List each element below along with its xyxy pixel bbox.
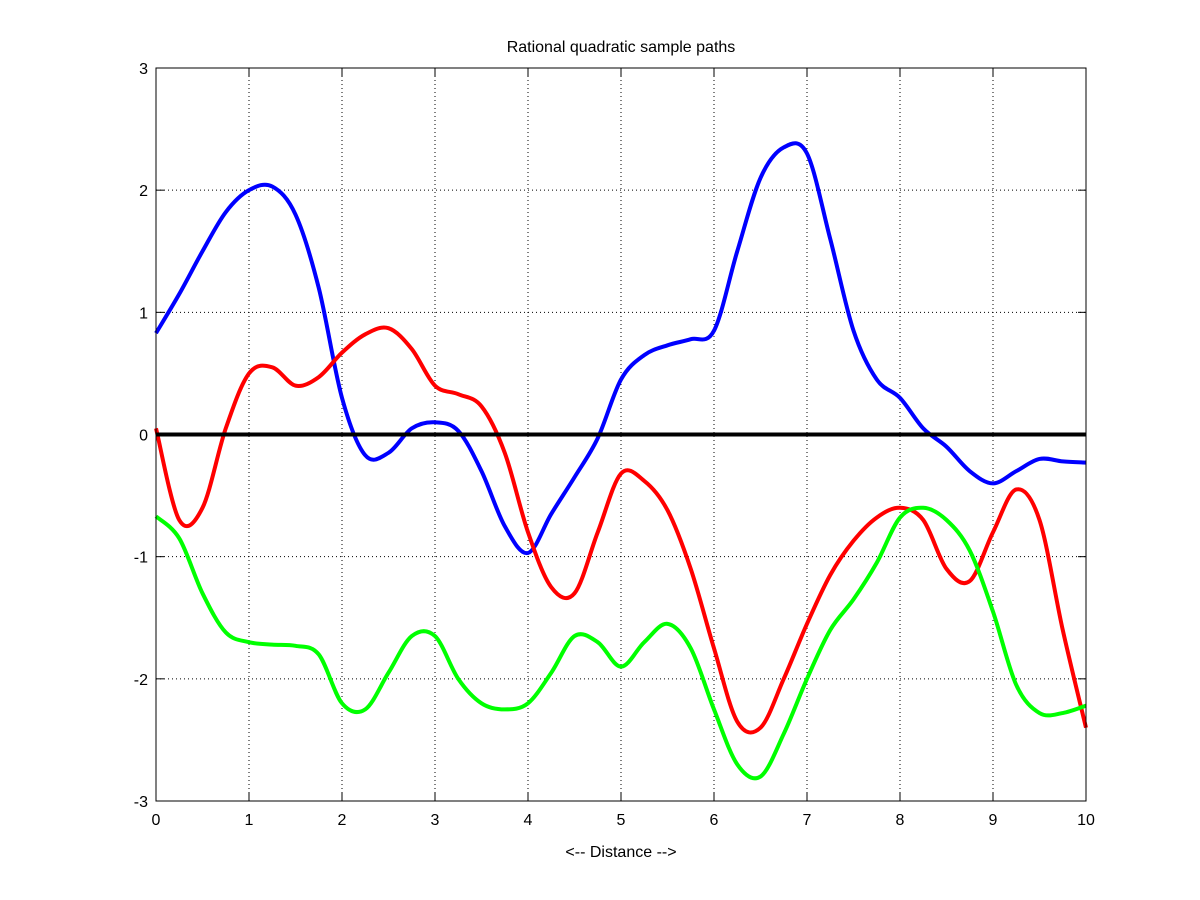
x-tick-label: 5 (617, 812, 626, 829)
ticks: 0 1 2 3 4 5 6 7 8 9 10 -3 -2 -1 0 1 2 3 (134, 61, 1095, 829)
y-tick-label: -1 (134, 550, 148, 567)
x-tick-label: 1 (245, 812, 254, 829)
x-tick-label: 2 (338, 812, 347, 829)
y-tick-label: 2 (139, 183, 148, 200)
x-tick-label: 7 (803, 812, 812, 829)
y-tick-label: -2 (134, 672, 148, 689)
series-layer (154, 141, 1088, 781)
series-line-green (154, 505, 1087, 781)
x-tick-label: 4 (524, 812, 533, 829)
y-tick-label: 0 (139, 428, 148, 445)
x-tick-label: 0 (152, 812, 161, 829)
series-line-red (154, 325, 1088, 735)
series-line-blue (154, 141, 1087, 556)
x-tick-label: 8 (896, 812, 905, 829)
x-tick-label: 10 (1077, 812, 1095, 829)
x-axis-label: <-- Distance --> (565, 844, 676, 861)
x-tick-label: 3 (431, 812, 440, 829)
y-tick-label: 1 (139, 305, 148, 322)
chart-title: Rational quadratic sample paths (507, 39, 736, 56)
x-tick-label: 9 (989, 812, 998, 829)
y-tick-label: -3 (134, 794, 148, 811)
x-tick-label: 6 (710, 812, 719, 829)
y-tick-label: 3 (139, 61, 148, 78)
